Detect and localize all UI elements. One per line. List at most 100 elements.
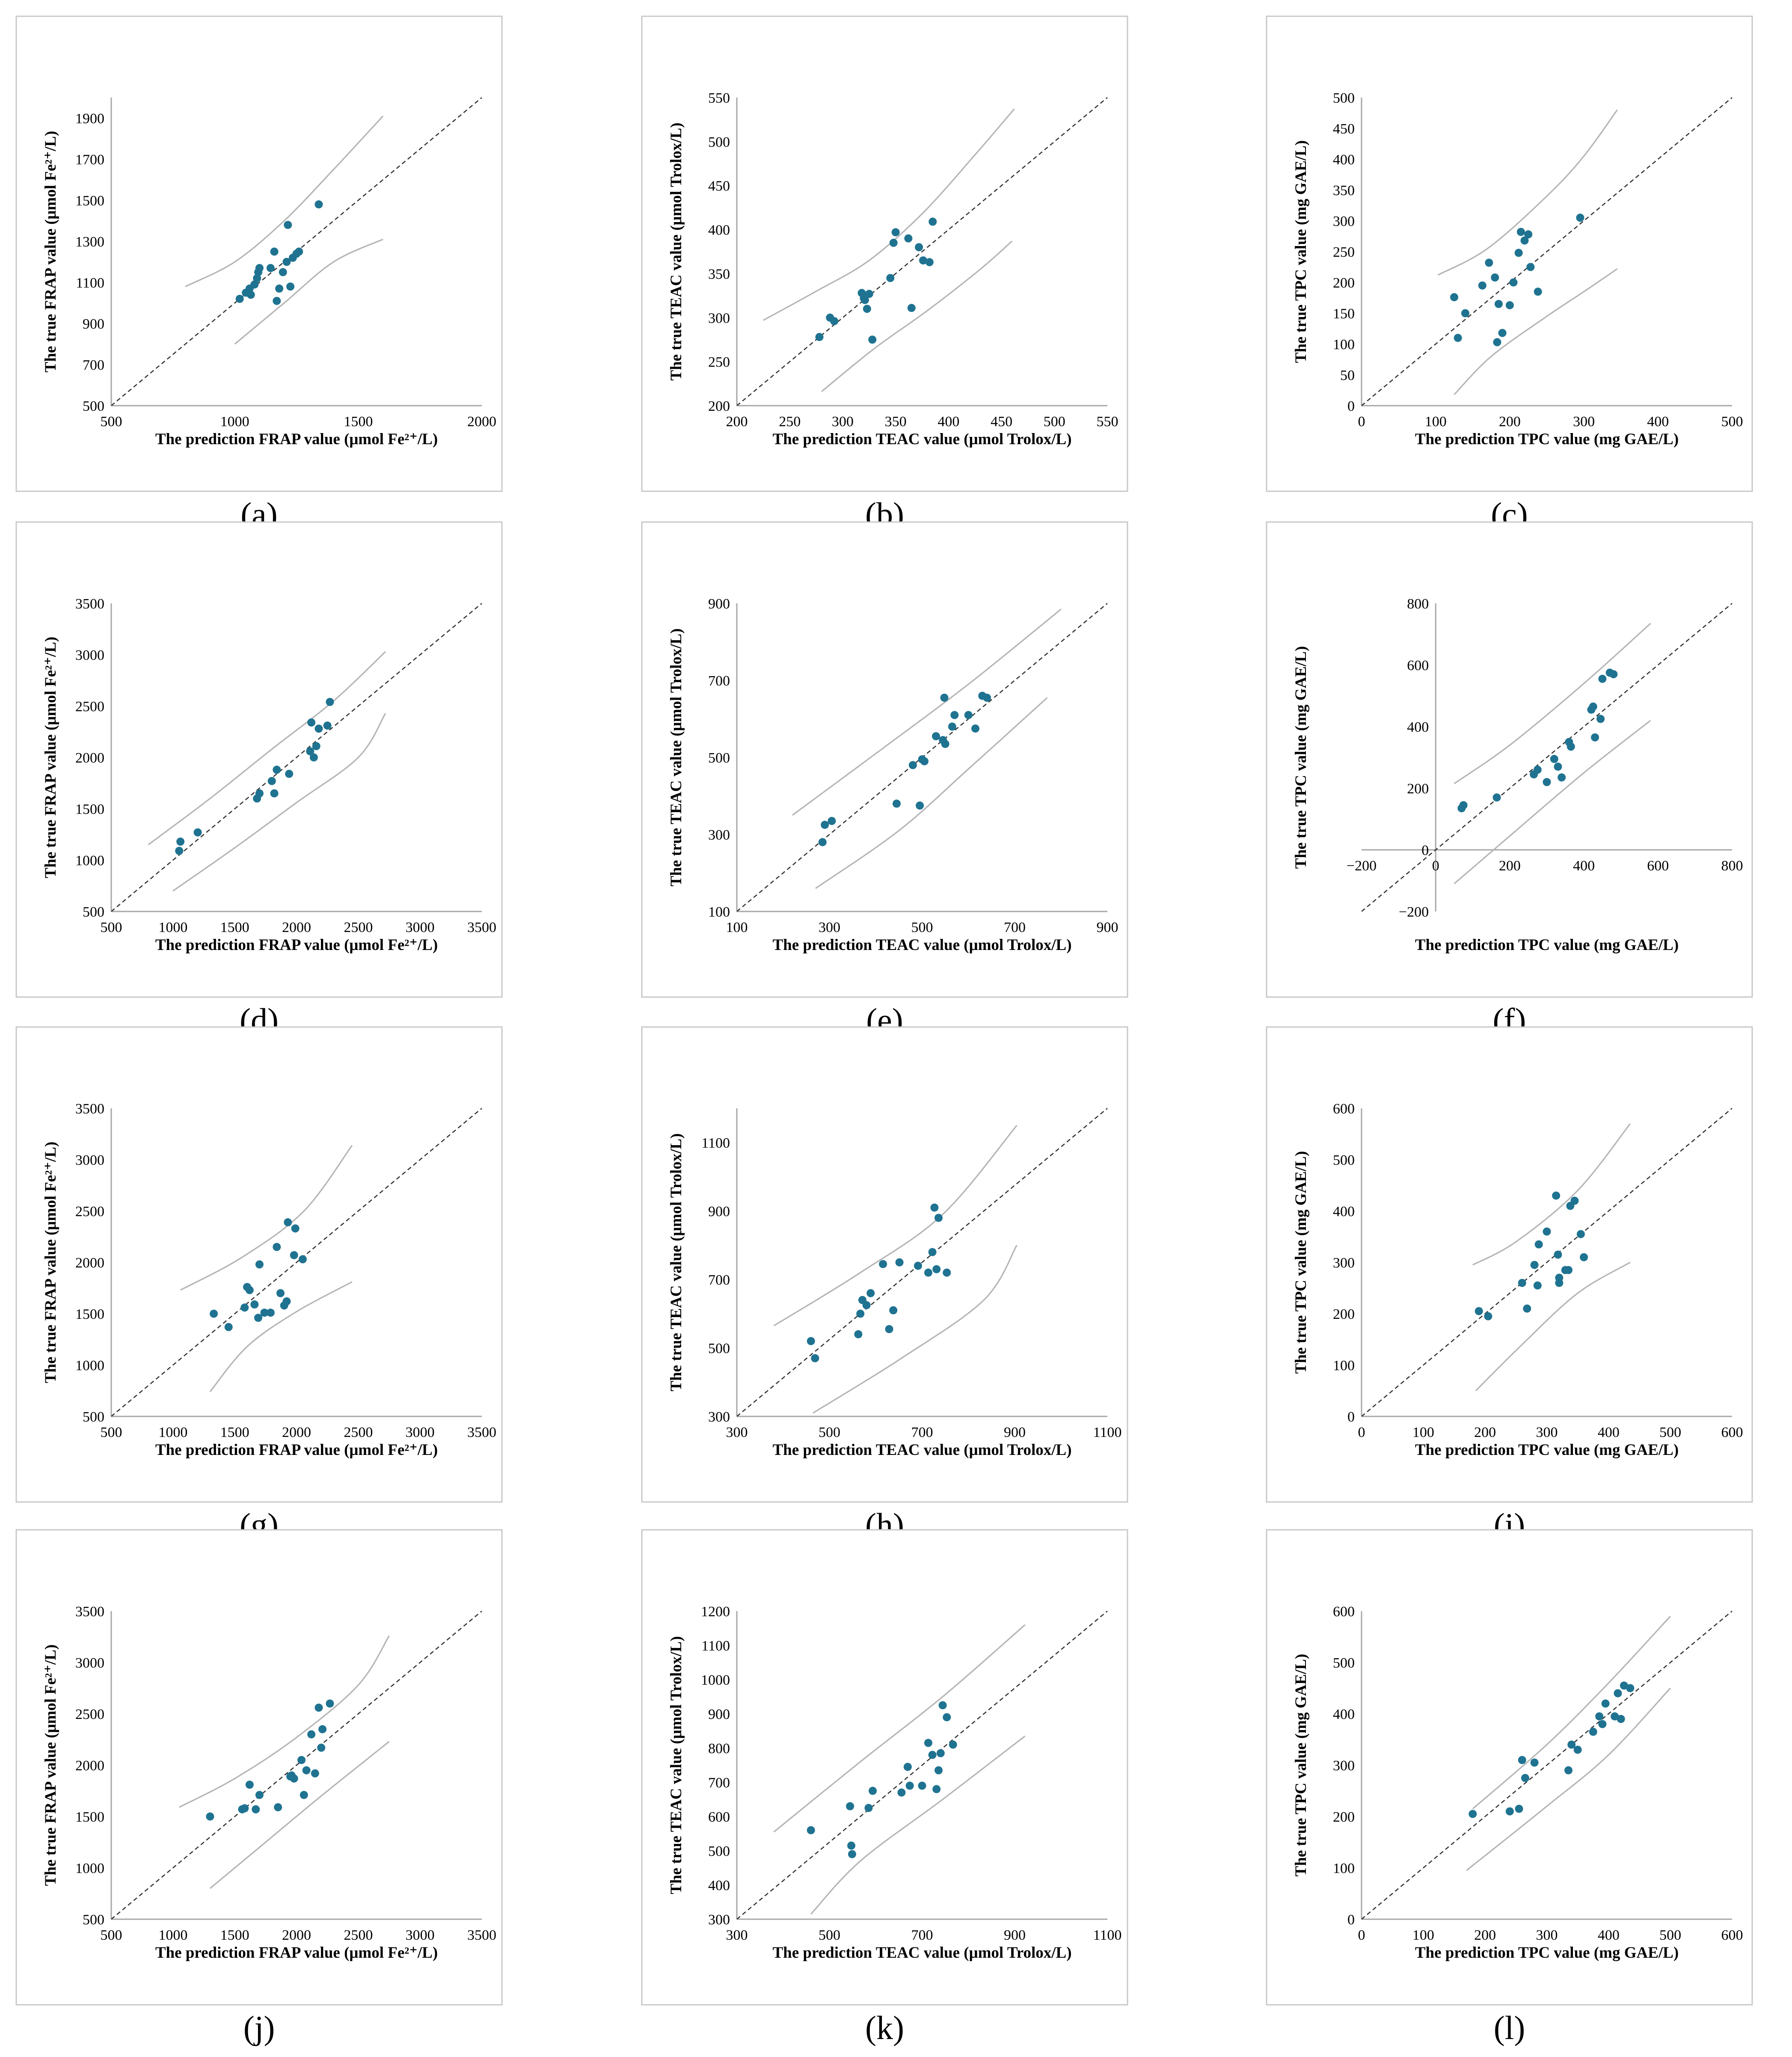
panel-b-data-point	[919, 256, 927, 265]
panel-i-plot-area	[1362, 1108, 1733, 1417]
panel-k: 300 500 700 900 1100 300 400 500 600 700 800 900 100…	[641, 1529, 1128, 2046]
panel-a-xtick-label: 500	[101, 414, 122, 430]
panel-i-ytick-label: 0	[1347, 1409, 1355, 1425]
panel-k-ytick-label: 600	[708, 1809, 730, 1825]
panel-i-xtick-label: 400	[1598, 1425, 1620, 1440]
panel-c-data-point	[1485, 258, 1493, 267]
panel-l-y-axis-title: The true TPC value (mg GAE/L)	[1292, 1654, 1310, 1876]
panel-g-identity-line	[111, 1108, 482, 1417]
panel-k-ytick-label: 1000	[701, 1672, 730, 1688]
panel-a-data-point	[295, 247, 303, 256]
panel-i-frame	[1266, 1026, 1753, 1503]
panel-c-xtick-label: 400	[1647, 414, 1669, 430]
panel-c-ytick-label: 450	[1333, 121, 1355, 137]
panel-f-data-point	[1589, 702, 1597, 711]
panel-g-ytick-label: 3500	[75, 1101, 104, 1117]
panel-j-label: (j)	[243, 2009, 275, 2046]
panel-e-data-point	[818, 838, 827, 846]
panel-h-upper-bound-curve	[773, 1125, 1018, 1327]
panel-b-ytick-label: 500	[708, 134, 730, 150]
panel-i-data-point	[1570, 1196, 1579, 1205]
panel-a-xtick-label: 1500	[344, 414, 373, 430]
panel-a: 500 1000 1500 2000 500 700 900 1100 1300 1500 1700…	[15, 15, 503, 533]
panel-h-lower-bound-curve	[813, 1245, 1018, 1414]
panel-k-data-point	[897, 1788, 906, 1797]
panel-c-data-point	[1524, 230, 1533, 239]
panel-c-data-point	[1478, 281, 1486, 290]
panel-i-ytick-label: 600	[1333, 1101, 1355, 1117]
panel-g-data-point	[273, 1243, 281, 1251]
panel-g-xtick-label: 1500	[220, 1425, 249, 1440]
panel-f-ytick-label: −200	[1399, 904, 1429, 920]
panel-j-data-point	[307, 1730, 316, 1739]
panel-f-xtick-label: 0	[1432, 858, 1439, 874]
panel-a-frame	[15, 15, 503, 492]
panel-h-data-point	[895, 1258, 904, 1267]
panel-a-ytick-label: 1300	[75, 234, 104, 250]
panel-h-data-point	[862, 1301, 871, 1309]
panel-d-data-point	[312, 742, 320, 751]
panel-k-data-point	[807, 1826, 815, 1834]
panel-i-data-point	[1543, 1227, 1551, 1236]
panel-h-data-point	[889, 1306, 898, 1315]
panel-d-upper-bound-curve	[148, 651, 386, 846]
panel-g-data-point	[276, 1289, 285, 1297]
panel-j-data-point	[252, 1805, 260, 1814]
panel-l-xtick-label: 200	[1474, 1927, 1496, 1943]
panel-c: 0 100 200 300 400 500 0 50 100 150 200 250 300 350 400…	[1266, 15, 1753, 533]
panel-l-ytick-label: 100	[1333, 1861, 1355, 1876]
panel-j-data-point	[290, 1774, 298, 1783]
panel-b-ytick-label: 250	[708, 354, 730, 370]
panel-d-ytick-label: 1000	[75, 853, 104, 869]
panel-l-xtick-label: 500	[1659, 1927, 1681, 1943]
panel-j-ytick-label: 3500	[75, 1604, 104, 1620]
panel-l-data-point	[1620, 1681, 1628, 1690]
panel-h-data-point	[885, 1325, 893, 1333]
panel-f-upper-bound-curve	[1454, 623, 1651, 784]
panel-b-lower-bound-curve	[821, 240, 1013, 392]
panel-h-data-point	[943, 1268, 951, 1277]
panel-a-data-point	[286, 282, 295, 291]
panel-a-data-point	[266, 264, 275, 272]
panel-d-xtick-label: 1500	[220, 920, 249, 935]
panel-k-ytick-label: 900	[708, 1707, 730, 1722]
panel-e-data-point	[908, 761, 917, 769]
panel-j-data-point	[317, 1743, 326, 1752]
panel-k-ytick-label: 300	[708, 1912, 730, 1928]
panel-i-ytick-label: 200	[1333, 1306, 1355, 1322]
panel-f-identity-line	[1362, 603, 1733, 912]
panel-e-plot-area	[737, 603, 1108, 912]
panel-e-ytick-label: 700	[708, 673, 730, 689]
panel-h-data-point	[934, 1214, 943, 1222]
panel-e-data-point	[932, 732, 940, 740]
panel-e-xtick-label: 100	[726, 920, 748, 935]
panel-f-data-point	[1550, 755, 1558, 763]
panel-f-x-axis-title: The prediction TPC value (mg GAE/L)	[1415, 936, 1679, 954]
panel-c-data-point	[1509, 278, 1518, 287]
panel-b-plot-area	[737, 97, 1108, 406]
panel-k-data-point	[936, 1749, 945, 1757]
panel-c-ytick-label: 400	[1333, 152, 1355, 168]
panel-h-y-axis-title: The true TEAC value (μmol Trolox/L)	[668, 1133, 685, 1391]
panel-g-data-point	[282, 1297, 291, 1306]
panel-l-data-point	[1530, 1758, 1539, 1767]
panel-b-data-point	[868, 335, 877, 344]
panel-g-data-point	[291, 1224, 300, 1233]
panel-j-plot-area	[111, 1611, 482, 1920]
panel-g-ytick-label: 3000	[75, 1152, 104, 1168]
panel-a-y-axis-title: The true FRAP value (μmol Fe²⁺/L)	[42, 131, 59, 372]
panel-b-data-point	[860, 296, 869, 304]
panel-h-ytick-label: 300	[708, 1409, 730, 1425]
panel-f: −200 0 200 400 600 800 −200 0 200 400 600 800 The pr…	[1266, 521, 1753, 1039]
panel-c-x-axis-title: The prediction TPC value (mg GAE/L)	[1415, 430, 1679, 448]
panel-a-data-point	[273, 297, 281, 305]
panel-i-data-point	[1518, 1279, 1526, 1287]
panel-l-ytick-label: 500	[1333, 1655, 1355, 1671]
panel-i-data-point	[1564, 1266, 1573, 1274]
panel-f-data-point	[1591, 733, 1599, 742]
panel-b-data-point	[815, 333, 824, 341]
panel-l-frame	[1266, 1529, 1753, 2006]
panel-d-data-point	[307, 718, 316, 727]
panel-b-frame	[641, 15, 1128, 492]
panel-k-data-point	[934, 1766, 943, 1775]
